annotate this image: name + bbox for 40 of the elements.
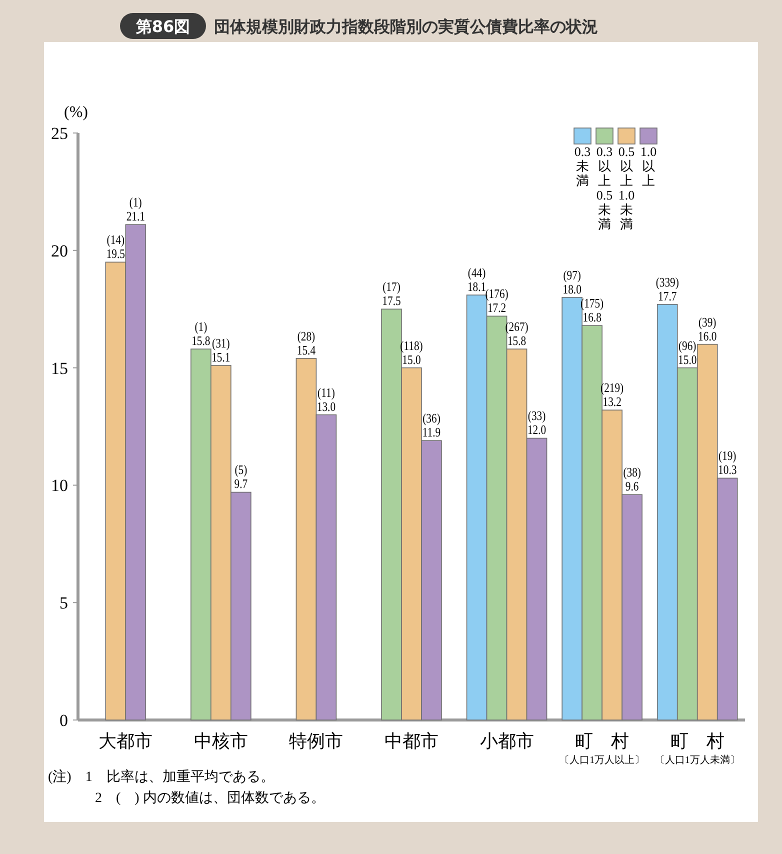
data-label: (28) 15.4 — [296, 328, 316, 358]
y-axis-title: (%) — [64, 104, 88, 121]
data-label: (14) 19.5 — [106, 232, 126, 262]
data-label: (176) 17.2 — [485, 286, 508, 316]
y-tick-label: 20 — [51, 241, 68, 260]
y-tick-label: 10 — [51, 476, 68, 496]
data-label: (44) 18.1 — [467, 264, 486, 294]
data-label: (5) 9.7 — [234, 462, 248, 492]
title: 第86図 団体規模別財政力指数段階別の実質公債費比率の状況 — [120, 13, 598, 39]
x-tick-label: 小都市 — [480, 731, 534, 751]
data-label: (19) 10.3 — [718, 448, 737, 478]
data-label: (118) 15.0 — [400, 338, 423, 368]
x-tick-label: 大都市 — [98, 731, 153, 751]
data-label: (36) 11.9 — [422, 410, 441, 440]
text: 2 ( ) 内の数値は、団体数である。 — [95, 790, 325, 806]
data-label: (38) 9.6 — [623, 464, 641, 494]
data-label: (339) 17.7 — [656, 274, 679, 304]
data-label: (96) 15.0 — [678, 338, 697, 368]
data-label: (31) 15.1 — [212, 335, 230, 365]
legend-label: 1.0以上 — [640, 144, 657, 188]
data-label: (39) 16.0 — [698, 314, 717, 344]
x-tick-label: 中都市 — [384, 731, 438, 751]
data-label: (1) 15.8 — [192, 318, 210, 348]
y-tick-label: 5 — [60, 594, 68, 613]
legend-label: 0.5以上1.0未満 — [618, 144, 635, 232]
legend-label: 0.3以上0.5未満 — [596, 144, 613, 232]
data-label: (33) 12.0 — [527, 408, 546, 438]
y-tick-label: 25 — [51, 124, 68, 143]
x-tick-label: 特例市 — [289, 731, 344, 751]
y-tick-label: 0 — [60, 711, 68, 730]
text: (注) 1 比率は、加重平均である。 — [48, 769, 274, 785]
x-tick-label: 中核市 — [194, 731, 248, 751]
data-label: (219) 13.2 — [600, 380, 624, 410]
legend-label: 0.3未満 — [574, 144, 591, 188]
data-label: (11) 13.0 — [316, 384, 336, 414]
data-label: (175) 16.8 — [580, 296, 604, 325]
y-tick-label: 15 — [51, 358, 68, 378]
data-label: (1) 21.1 — [126, 194, 146, 224]
data-label: (17) 17.5 — [382, 279, 401, 308]
data-label: (97) 18.0 — [562, 267, 582, 297]
